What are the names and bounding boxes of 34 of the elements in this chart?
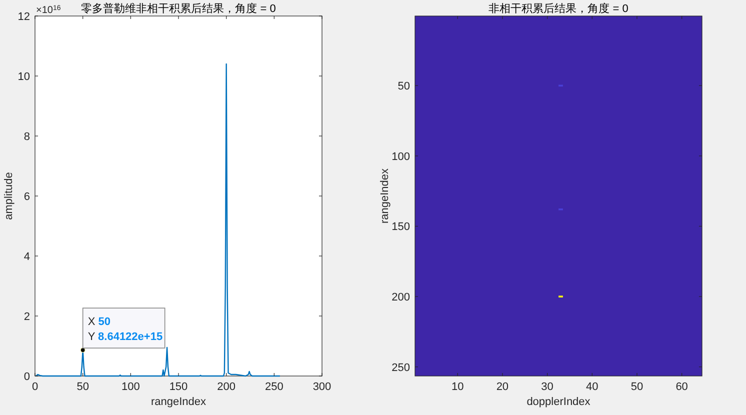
- x-tick-label: 10: [451, 381, 464, 393]
- x-tick-label: 60: [676, 381, 688, 393]
- y-tick-label: 100: [392, 150, 410, 163]
- chart-title: 非相干积累后结果，角度 = 0: [488, 2, 628, 15]
- y-tick-label: 10: [18, 71, 30, 83]
- x-tick-label: 0: [32, 381, 38, 393]
- annotation: ×10$^{16}$: [36, 4, 61, 16]
- x-axis-title: rangeIndex: [150, 396, 207, 408]
- x-tick-label: 50: [76, 381, 89, 393]
- y-tick-label: 12: [18, 11, 30, 23]
- x-tick-label: 200: [217, 381, 236, 393]
- y-tick-label: 6: [24, 191, 30, 203]
- line-series: [35, 63, 281, 377]
- y-tick-label: 2: [24, 311, 30, 323]
- y-tick-label: 250: [392, 362, 410, 374]
- x-tick-label: 30: [541, 381, 554, 393]
- x-axis-title: dopplerIndex: [526, 396, 591, 408]
- y-tick-label: 50: [398, 80, 410, 93]
- y-axis-title: amplitude: [3, 172, 15, 220]
- y-tick-label: 150: [392, 221, 410, 234]
- x-tick-label: 150: [169, 381, 188, 393]
- y-tick-label: 4: [24, 251, 30, 263]
- y-tick-label: 200: [392, 292, 410, 304]
- x-tick-label: 40: [586, 381, 598, 393]
- x-tick-label: 250: [264, 381, 284, 393]
- chart-title: 零多普勒维非相干积累后结果，角度 = 0: [81, 2, 276, 15]
- x-tick-label: 100: [121, 381, 140, 393]
- x-tick-label: 300: [312, 381, 332, 393]
- y-tick-label: 0: [24, 371, 30, 383]
- annotation: X 50 Y 8.64122e+15: [88, 316, 163, 344]
- x-tick-label: 50: [630, 381, 644, 393]
- x-tick-label: 20: [496, 381, 509, 393]
- y-tick-label: 8: [24, 131, 30, 143]
- y-axis-title: rangeIndex: [379, 168, 391, 224]
